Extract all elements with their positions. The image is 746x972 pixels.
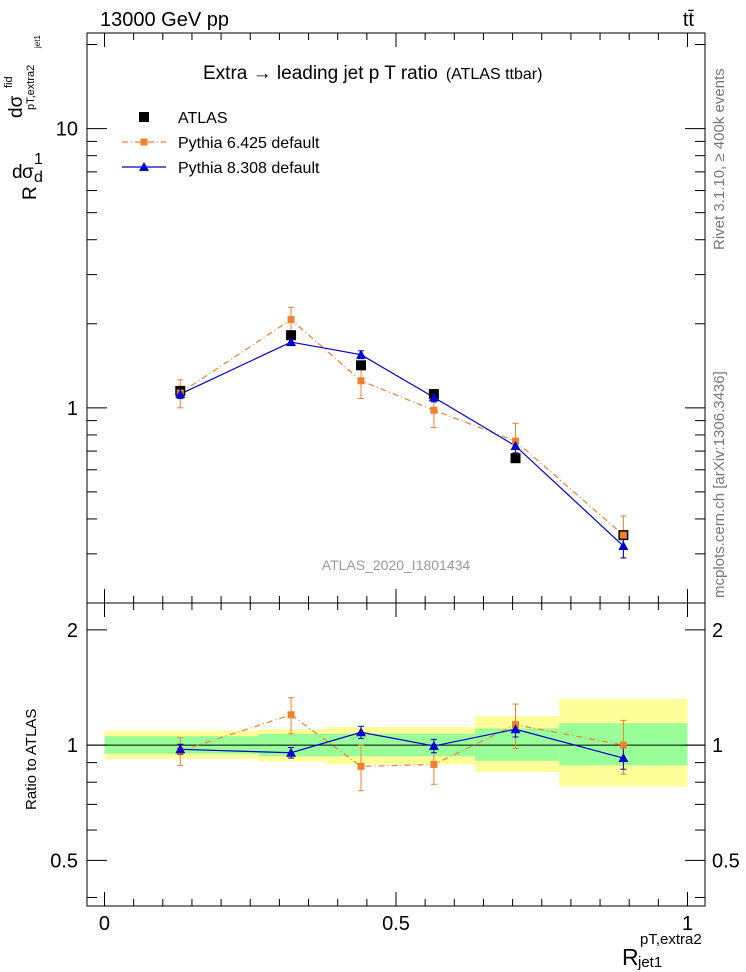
ratio-plot-panel: 0 0.5 1 0.5 0.5 1 1 2 2: [50, 602, 740, 935]
ylabel-sigma: σ: [22, 162, 34, 183]
pythia-8-308-default-point: [510, 440, 521, 450]
ylabel-dR: R: [20, 186, 41, 200]
ratio-plot-frame: [86, 602, 706, 907]
pythia-6-425-default-ratio-point: [287, 711, 295, 719]
analysis-id: ATLAS_2020_I1801434: [322, 557, 471, 573]
pythia-8-308-default-point: [175, 389, 186, 399]
ratio-plot-ticks: 0 0.5 1 0.5 0.5 1 1 2 2: [50, 603, 740, 935]
pythia-6-425-default-point: [357, 377, 365, 385]
legend-marker-atlas: [139, 112, 149, 122]
pythia-6-425-default-line: [179, 318, 624, 536]
chart-title: Extra → leading jet p T ratio (ATLAS ttba…: [203, 63, 542, 84]
legend-label-pythia-8-308-default: Pythia 8.308 default: [178, 160, 320, 177]
legend-label-atlas: ATLAS: [178, 110, 228, 127]
pythia-8-308-default-ratio-point: [618, 753, 629, 763]
pythia-8-308-default-line: [180, 341, 624, 547]
pythia-6-425-default-point: [430, 406, 438, 414]
ratio-axis-label: Ratio to ATLAS: [23, 709, 40, 810]
chart-title-main: Extra → leading jet p T ratio: [203, 63, 438, 84]
ylabel-d1: d: [12, 162, 23, 183]
pythia-6-425-default-point: [287, 316, 295, 324]
x-tick-label: 0.5: [382, 913, 410, 935]
pythia-8-308-default-ratio-point: [510, 724, 521, 734]
pythia-6-425-default-ratio-point: [619, 741, 627, 749]
pythia-8-308-default-ratio-line: [180, 728, 624, 759]
y-tick-label-right: 1: [712, 735, 723, 757]
y-tick-label-right: 2: [712, 620, 723, 642]
pythia-8-308-default-ratio-point: [356, 727, 367, 737]
ylabel-dsigma: dσ: [6, 95, 27, 118]
ylabel-fid: fid: [3, 76, 15, 88]
chart-title-suffix: (ATLAS ttbar): [446, 66, 543, 83]
pythia-8-308-default-point: [428, 392, 439, 402]
x-axis-title-main: R: [622, 944, 639, 970]
main-plot-panel: 1 10: [56, 32, 706, 604]
x-axis-title-sup: pT,extra2: [640, 931, 702, 948]
pythia-8-308-default-ratio-point: [428, 740, 439, 750]
ylabel-one: 1: [34, 151, 43, 168]
pythia-8-308-default-ratio-point: [286, 747, 297, 757]
main-plot-series: [175, 306, 629, 559]
pythia-6-425-default-ratio-point: [357, 762, 365, 770]
atlas-point: [510, 453, 521, 464]
x-axis-title: R pT,extra2 jet1: [622, 931, 702, 971]
pythia-6-425-default-ratio-point: [430, 760, 438, 768]
pythia-8-308-default-point: [286, 337, 297, 347]
pythia-8-308-default-point: [356, 349, 367, 359]
main-plot-ticks: 1 10: [56, 33, 705, 604]
ylabel-d2: d: [34, 169, 43, 186]
legend-label-pythia-6-425-default: Pythia 6.425 default: [178, 135, 320, 152]
pythia-8-308-default-ratio-point: [175, 744, 186, 754]
y-tick-label: 2: [67, 620, 78, 642]
y-tick-label-right: 0.5: [712, 850, 740, 872]
source-label: mcplots.cern.ch [arXiv:1306.3436]: [711, 371, 728, 598]
ylabel-sub: pT,extra2: [25, 65, 37, 110]
atlas-point: [286, 330, 297, 341]
ratio-plot-series: [175, 697, 629, 792]
top-y-axis-label: d σ 1 d R dσ fid pT,extra2 jet1: [3, 35, 43, 200]
x-axis-title-sub: jet1: [637, 954, 662, 971]
ylabel-sub2: jet1: [33, 35, 42, 49]
energy-label: 13000 GeV pp: [100, 9, 229, 31]
y-tick-label: 1: [67, 398, 78, 420]
y-tick-label: 10: [56, 119, 78, 141]
pythia-8-308-default-point: [618, 541, 629, 551]
legend-marker-pythia-6-425-default: [140, 138, 148, 146]
legend-marker-pythia-8-308-default: [139, 162, 149, 171]
atlas-point: [356, 360, 367, 371]
pythia-6-425-default-ratio-line: [180, 714, 624, 767]
y-tick-label: 0.5: [50, 850, 78, 872]
x-tick-label: 1: [682, 913, 693, 935]
x-tick-label: 0: [99, 913, 110, 935]
legend: ATLAS Pythia 6.425 default Pythia 8.308 de…: [122, 110, 320, 177]
pythia-6-425-default-point: [619, 531, 627, 539]
process-label: tt̄: [683, 9, 695, 31]
rivet-label: Rivet 3.1.10, ≥ 400k events: [711, 68, 728, 250]
y-tick-label: 1: [67, 735, 78, 757]
